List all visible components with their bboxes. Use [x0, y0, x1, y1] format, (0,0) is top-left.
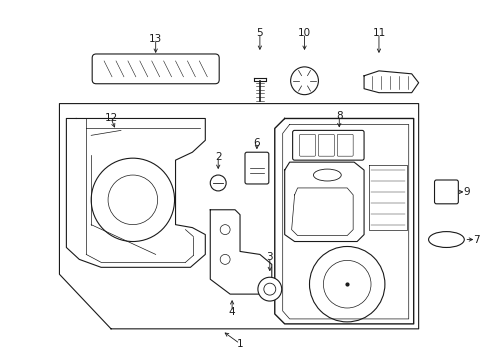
Polygon shape: [210, 210, 271, 294]
Text: 8: 8: [335, 111, 342, 121]
FancyBboxPatch shape: [434, 180, 457, 204]
Circle shape: [257, 277, 281, 301]
FancyBboxPatch shape: [299, 134, 315, 156]
Text: 11: 11: [371, 28, 385, 38]
Text: 4: 4: [228, 307, 235, 317]
Polygon shape: [364, 71, 418, 93]
Text: 9: 9: [462, 187, 468, 197]
Text: 1: 1: [236, 339, 243, 349]
Text: 2: 2: [214, 152, 221, 162]
Polygon shape: [284, 162, 364, 242]
Text: 5: 5: [256, 28, 263, 38]
Polygon shape: [274, 118, 413, 324]
Text: 6: 6: [253, 138, 260, 148]
FancyBboxPatch shape: [318, 134, 334, 156]
Text: 13: 13: [149, 34, 162, 44]
Circle shape: [210, 175, 225, 191]
Polygon shape: [66, 118, 205, 267]
Text: 12: 12: [104, 113, 118, 123]
Text: 3: 3: [266, 252, 273, 262]
FancyBboxPatch shape: [92, 54, 219, 84]
FancyBboxPatch shape: [337, 134, 352, 156]
Text: 10: 10: [297, 28, 310, 38]
Ellipse shape: [427, 231, 463, 247]
FancyBboxPatch shape: [244, 152, 268, 184]
Text: 7: 7: [472, 234, 479, 244]
FancyBboxPatch shape: [292, 130, 364, 160]
